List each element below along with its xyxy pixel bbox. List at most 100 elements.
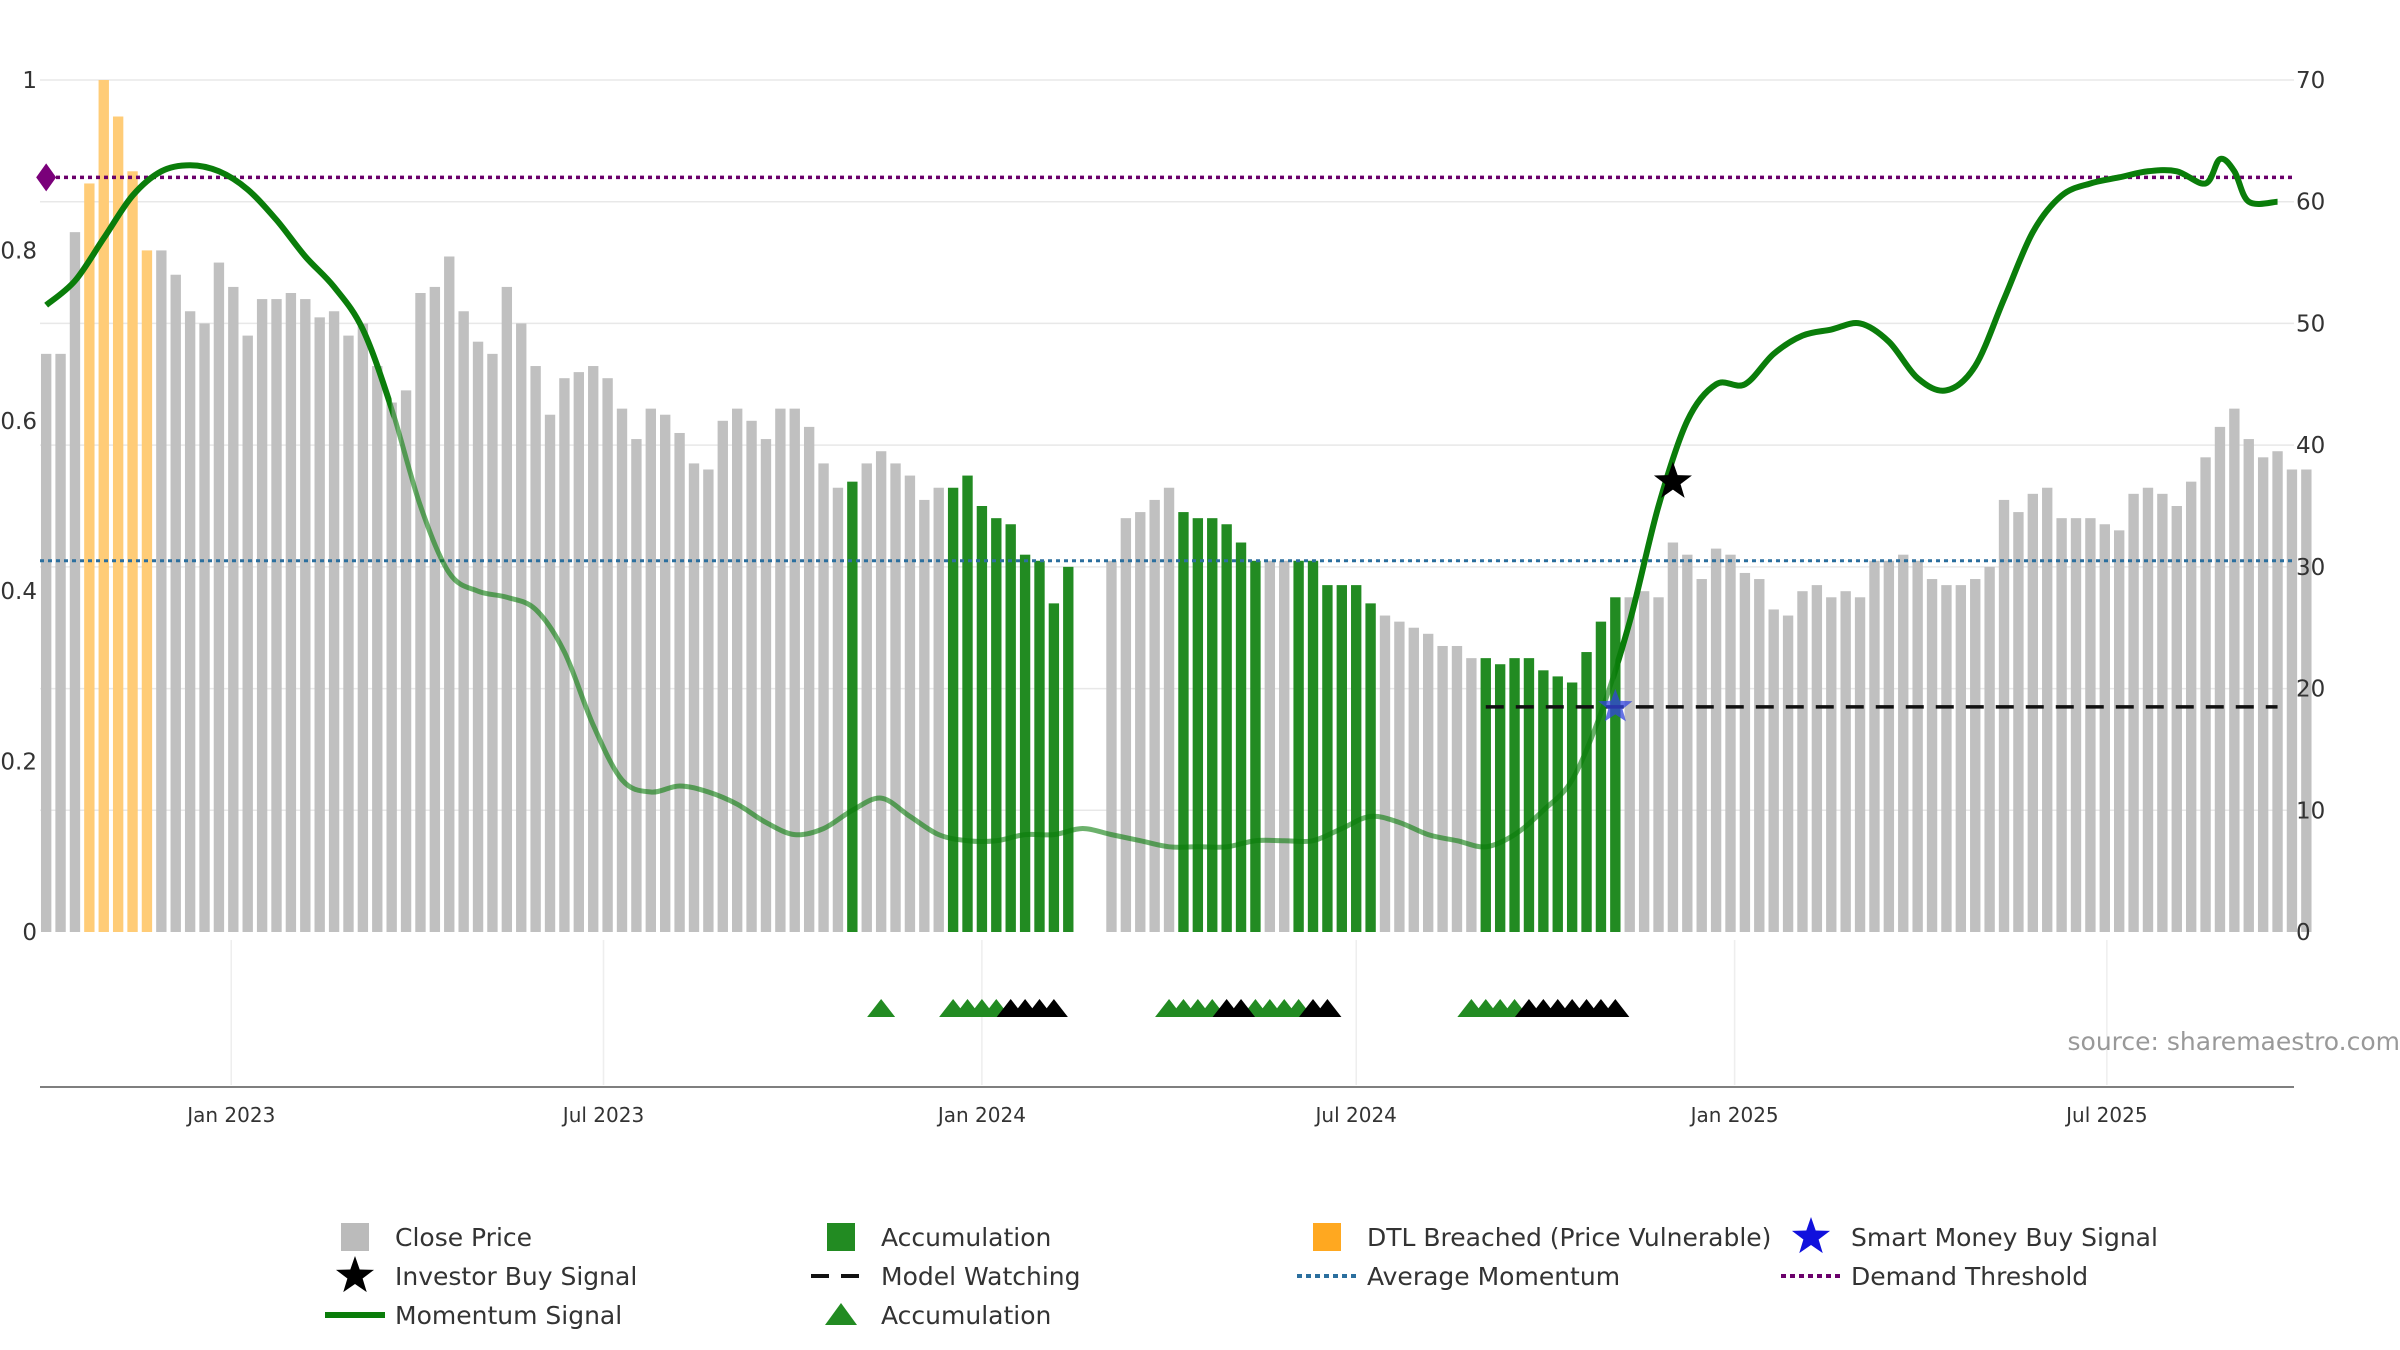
- close-price-bar: [285, 293, 297, 932]
- close-price-bar: [386, 402, 397, 932]
- close-price-bar: [2157, 493, 2168, 932]
- close-price-bar: [170, 274, 181, 932]
- legend-swatch: [1313, 1223, 1341, 1251]
- close-price-bar: [573, 372, 585, 933]
- close-price-bar: [1811, 585, 1823, 932]
- x-tick-label: Jul 2025: [2064, 1103, 2147, 1127]
- close-price-bar: [228, 286, 239, 932]
- y-left-tick-label: 0: [22, 920, 37, 946]
- close-price-bar: [2042, 487, 2053, 932]
- close-price-bar: [890, 463, 901, 932]
- accumulation-bar: [1351, 585, 1362, 932]
- close-price-bar: [2013, 512, 2024, 932]
- close-price-bar: [919, 499, 930, 932]
- accumulation-bar: [1048, 603, 1060, 932]
- accumulation-bar: [1178, 512, 1189, 932]
- accumulation-bar: [1235, 542, 1247, 932]
- close-price-bar: [1739, 572, 1751, 932]
- accumulation-bar: [1221, 524, 1232, 932]
- accumulation-bar: [1293, 560, 1304, 932]
- y-left-tick-label: 0.4: [0, 579, 37, 605]
- accumulation-bar: [1552, 676, 1563, 932]
- close-price-bar: [516, 323, 527, 932]
- dtl-breached-bar: [141, 250, 153, 932]
- y-right-tick-label: 30: [2296, 555, 2325, 581]
- y-right-tick-label: 60: [2296, 190, 2325, 216]
- close-price-bar: [300, 299, 311, 933]
- close-price-bar: [1998, 499, 2010, 932]
- close-price-bar: [1682, 554, 1693, 932]
- momentum-line-faded: [391, 400, 1616, 850]
- smart-money-buy-star: [1598, 688, 1633, 722]
- close-price-bar: [933, 487, 944, 932]
- close-price-bar: [2214, 426, 2226, 932]
- close-price-bar: [501, 286, 513, 932]
- close-price-bar: [429, 286, 441, 932]
- close-price-bar: [645, 408, 656, 933]
- investor-buy-star: [1653, 461, 1692, 498]
- legend-label: Smart Money Buy Signal: [1851, 1223, 2158, 1252]
- close-price-bar: [2286, 469, 2298, 932]
- accumulation-bar: [1595, 621, 1607, 932]
- accumulation-bar: [962, 475, 973, 932]
- close-price-bar: [1624, 597, 1635, 932]
- close-price-bar: [1898, 554, 1909, 932]
- close-price-bar: [487, 353, 498, 932]
- y-right-tick-label: 50: [2296, 311, 2325, 337]
- close-price-bar: [803, 426, 815, 932]
- accumulation-bar: [1063, 566, 1074, 932]
- close-price-bar: [1279, 560, 1290, 932]
- close-price-bar: [2301, 469, 2312, 932]
- x-tick-label: Jan 2023: [185, 1103, 275, 1127]
- legend-triangle-icon: [825, 1303, 857, 1325]
- close-price-bar: [271, 299, 282, 933]
- close-price-bar: [1696, 579, 1707, 932]
- close-price-bar: [184, 311, 196, 932]
- legend-item: Model Watching: [811, 1262, 1081, 1291]
- close-price-bar: [1754, 579, 1765, 932]
- y-right-tick-label: 40: [2296, 433, 2325, 459]
- close-price-bar: [343, 335, 354, 933]
- legend-star-icon: [335, 1256, 375, 1293]
- close-price-bar: [530, 366, 541, 932]
- legend-item: Average Momentum: [1297, 1262, 1620, 1291]
- accumulation-marker-black: [1039, 999, 1068, 1017]
- close-price-bar: [1826, 597, 1837, 932]
- accumulation-bar: [1005, 524, 1016, 932]
- accumulation-bar: [1019, 554, 1031, 932]
- accumulation-bar: [1523, 658, 1535, 932]
- close-price-bar: [688, 463, 700, 932]
- y-left-tick-label: 0.2: [0, 750, 37, 776]
- dtl-breached-bar: [84, 183, 95, 932]
- close-price-bar: [472, 341, 484, 933]
- close-price-bar: [328, 311, 340, 932]
- close-price-bar: [1782, 615, 1794, 932]
- close-price-bar: [832, 487, 844, 932]
- close-price-bar: [1883, 560, 1895, 932]
- close-price-bar: [213, 262, 225, 933]
- close-price-bar: [789, 408, 800, 933]
- accumulation-bar: [1480, 658, 1491, 932]
- source-label: source: sharemaestro.com: [2068, 1027, 2400, 1056]
- close-price-bar: [2142, 487, 2154, 932]
- close-price-bar: [631, 439, 642, 932]
- demand-threshold-marker: [36, 163, 57, 192]
- close-price-bar: [588, 366, 599, 932]
- close-price-bar: [1869, 560, 1880, 932]
- close-price-bar: [1725, 554, 1736, 932]
- signals: [1598, 461, 1692, 722]
- close-price-bar: [1149, 499, 1160, 932]
- legend-swatch: [827, 1223, 855, 1251]
- close-price-bar: [1466, 658, 1477, 932]
- accumulation-bar: [1307, 560, 1319, 932]
- legend-item: Close Price: [341, 1223, 532, 1252]
- close-price-bar: [1423, 633, 1434, 932]
- accumulation-bar: [847, 481, 858, 932]
- close-price-bar: [2243, 439, 2254, 932]
- accumulation-marker-black: [1601, 999, 1630, 1017]
- close-price-bar: [444, 256, 455, 932]
- accumulation-bar: [1538, 670, 1549, 932]
- accumulation-bar: [1610, 597, 1621, 932]
- close-price-bar: [660, 414, 671, 932]
- close-price-bar: [1394, 621, 1405, 932]
